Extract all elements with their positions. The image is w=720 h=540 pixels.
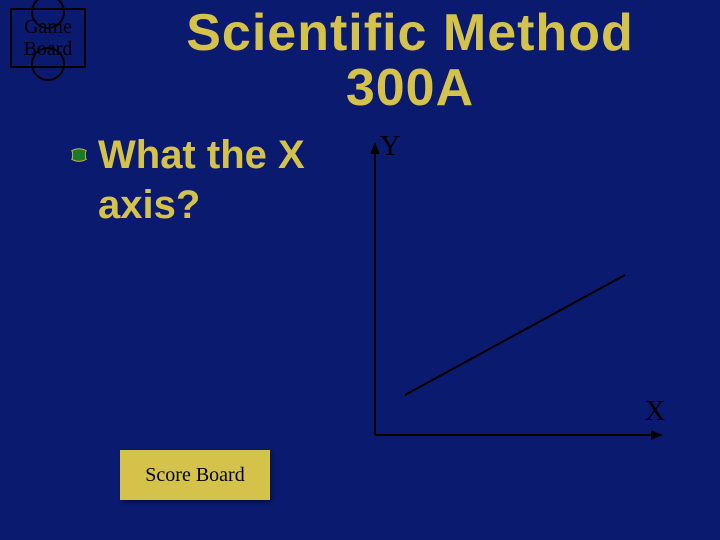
- slide-title: Scientific Method 300A: [120, 6, 700, 115]
- question-bullet: What the X axis?: [70, 130, 330, 230]
- ribbon-decoration-bottom: [31, 47, 65, 81]
- svg-text:Y: Y: [380, 135, 400, 162]
- game-board-button[interactable]: Game Board: [10, 8, 86, 68]
- question-text: What the X axis?: [98, 130, 330, 230]
- score-board-button-label: Score Board: [145, 464, 244, 487]
- question-area: What the X axis?: [70, 130, 330, 230]
- bullet-icon: [70, 148, 88, 162]
- svg-text:X: X: [645, 396, 665, 427]
- slide: Game Board Scientific Method 300A What t…: [0, 0, 720, 540]
- score-board-button[interactable]: Score Board: [120, 450, 270, 500]
- xy-chart: YX: [345, 135, 675, 465]
